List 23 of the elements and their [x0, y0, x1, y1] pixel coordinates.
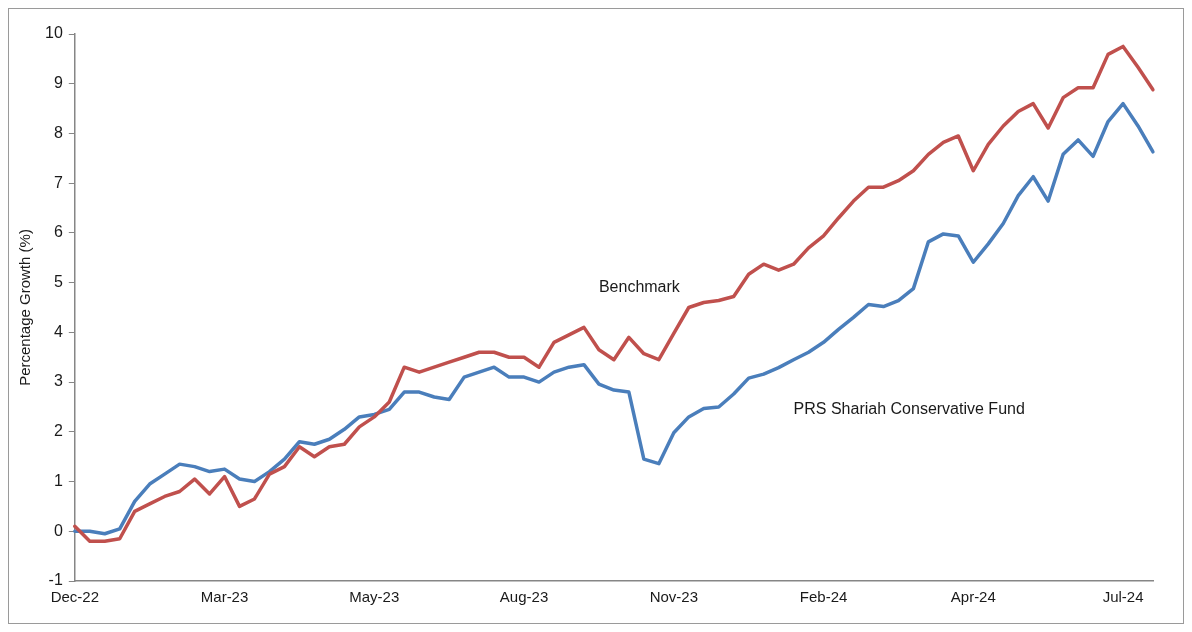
- y-axis-title: Percentage Growth (%): [16, 229, 34, 386]
- x-tick-label: Dec-22: [50, 588, 99, 606]
- y-tick-label: 9: [53, 74, 63, 92]
- y-tick-label: 1: [53, 471, 63, 489]
- text: PRS Shariah Conservative Fund: [793, 400, 1025, 418]
- y-tick-label: 2: [53, 422, 63, 440]
- x-tick-label: Feb-24: [799, 588, 848, 606]
- y-tick-label: 0: [53, 521, 63, 539]
- y-tick-label: 5: [53, 273, 63, 291]
- y-tick-label: 8: [53, 123, 63, 141]
- x-tick-label: Aug-23: [499, 588, 549, 606]
- y-tick-label: 10: [45, 24, 63, 42]
- y-tick-label: 3: [53, 372, 63, 390]
- series-label: Benchmark: [598, 278, 681, 296]
- x-tick-label: Nov-23: [649, 588, 698, 606]
- x-tick-label: May-23: [349, 588, 400, 606]
- x-tick-label: Mar-23: [200, 588, 249, 606]
- y-tick-label: 6: [53, 223, 63, 241]
- x-tick-label: Jul-24: [1102, 588, 1144, 606]
- y-tick-label: 4: [53, 322, 63, 340]
- y-tick-label: 7: [53, 173, 63, 191]
- x-tick-label: Apr-24: [950, 588, 996, 606]
- y-tick-label: -1: [48, 571, 63, 589]
